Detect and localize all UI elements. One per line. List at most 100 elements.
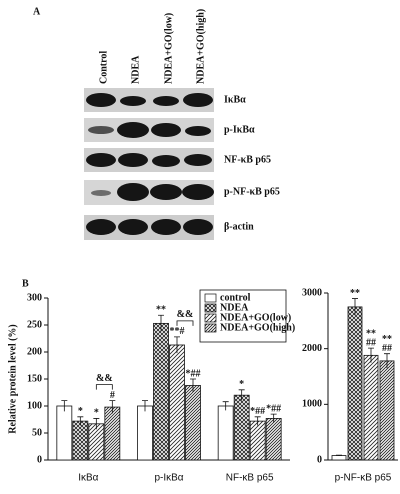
band bbox=[182, 184, 214, 200]
lane-label: Control bbox=[98, 51, 109, 84]
band bbox=[183, 93, 213, 107]
band bbox=[151, 219, 181, 235]
band bbox=[117, 122, 149, 138]
lane-label: NDEA+GO(low) bbox=[163, 13, 174, 84]
band bbox=[150, 184, 182, 200]
panel-label: B bbox=[22, 278, 29, 289]
bracket bbox=[176, 320, 194, 326]
significance-label: * bbox=[94, 408, 99, 419]
x-tick-label: p-IκBα bbox=[154, 473, 183, 484]
legend-swatch bbox=[204, 303, 217, 313]
significance-label: ## bbox=[366, 337, 376, 348]
error-bar bbox=[77, 416, 84, 426]
significance-label: ** bbox=[366, 328, 376, 339]
error-bar bbox=[190, 378, 196, 392]
band bbox=[151, 123, 181, 137]
row-label: IκBα bbox=[224, 94, 246, 105]
error-bar bbox=[368, 347, 374, 363]
error-bar bbox=[254, 416, 261, 426]
bar bbox=[379, 360, 395, 461]
y-tick-label: 1000 bbox=[302, 399, 322, 410]
error-bar bbox=[158, 314, 164, 332]
legend-swatch bbox=[204, 313, 217, 323]
significance-label: **# bbox=[170, 326, 185, 337]
bar bbox=[265, 418, 282, 461]
band bbox=[152, 155, 180, 167]
panel-label: A bbox=[33, 6, 41, 17]
error-bar bbox=[61, 400, 68, 412]
significance-label: *## bbox=[266, 403, 281, 414]
band bbox=[183, 219, 213, 235]
significance-label: ** bbox=[156, 305, 166, 316]
band bbox=[153, 96, 179, 106]
band bbox=[184, 154, 212, 166]
band bbox=[86, 93, 116, 107]
lane-label: NDEA bbox=[130, 55, 141, 84]
bar bbox=[88, 423, 105, 461]
y-tick-label: 200 bbox=[27, 346, 42, 357]
y-tick-label: 2000 bbox=[302, 343, 322, 354]
bar bbox=[153, 322, 169, 461]
bar bbox=[363, 354, 379, 461]
row-label: p-NF-κB p65 bbox=[224, 186, 280, 197]
bar bbox=[217, 405, 234, 461]
bar bbox=[104, 406, 121, 461]
legend-label: NDEA bbox=[220, 302, 249, 313]
error-bar bbox=[109, 400, 116, 414]
error-bar bbox=[352, 298, 358, 316]
significance-label: ## bbox=[382, 343, 392, 354]
y-tick-label: 0 bbox=[317, 454, 322, 465]
legend-swatch bbox=[204, 323, 217, 333]
band bbox=[88, 126, 114, 134]
band bbox=[120, 96, 146, 106]
bracket-label: && bbox=[96, 373, 113, 384]
row-label: β-actin bbox=[224, 221, 254, 232]
error-bar bbox=[222, 401, 229, 411]
x-tick-label: NF-κB p65 bbox=[226, 473, 274, 484]
x-tick-label: IκBα bbox=[78, 473, 98, 484]
bracket bbox=[95, 384, 113, 390]
significance-label: # bbox=[110, 390, 115, 401]
bar bbox=[347, 306, 363, 461]
significance-label: ** bbox=[350, 288, 360, 299]
y-tick-label: 100 bbox=[27, 400, 42, 411]
y-tick-label: 3000 bbox=[302, 287, 322, 298]
bracket-label: && bbox=[177, 309, 194, 320]
error-bar bbox=[93, 418, 100, 430]
bar bbox=[185, 385, 201, 461]
significance-label: * bbox=[239, 379, 244, 390]
lane-label: NDEA+GO(high) bbox=[195, 9, 206, 84]
significance-label: ** bbox=[382, 334, 392, 345]
error-bar bbox=[384, 353, 390, 369]
western-blot bbox=[84, 88, 214, 240]
significance-label: *## bbox=[186, 368, 201, 379]
band bbox=[86, 219, 116, 235]
bar bbox=[331, 455, 347, 461]
error-bar bbox=[174, 336, 180, 354]
row-label: p-IκBα bbox=[224, 124, 255, 135]
legend-label: NDEA+GO(low) bbox=[220, 312, 291, 323]
y-tick-label: 300 bbox=[27, 292, 42, 303]
significance-label: * bbox=[78, 406, 83, 417]
error-bar bbox=[270, 413, 277, 423]
bar bbox=[169, 344, 185, 461]
bar bbox=[249, 420, 266, 461]
band bbox=[118, 219, 148, 235]
y-tick-label: 150 bbox=[27, 373, 42, 384]
bar bbox=[56, 405, 73, 461]
error-bar bbox=[238, 389, 245, 401]
y-tick-label: 250 bbox=[27, 319, 42, 330]
bar bbox=[72, 420, 89, 461]
legend-label: NDEA+GO(high) bbox=[220, 322, 295, 333]
band bbox=[185, 126, 211, 136]
significance-label: *## bbox=[250, 406, 265, 417]
error-bar bbox=[336, 454, 342, 456]
y-tick-label: 0 bbox=[37, 454, 42, 465]
band bbox=[86, 153, 116, 167]
x-tick-label: p-NF-κB p65 bbox=[335, 473, 392, 484]
y-axis-label: Relative protein level (%) bbox=[7, 324, 18, 434]
bar bbox=[137, 405, 153, 461]
band bbox=[91, 190, 111, 196]
band bbox=[118, 153, 148, 167]
